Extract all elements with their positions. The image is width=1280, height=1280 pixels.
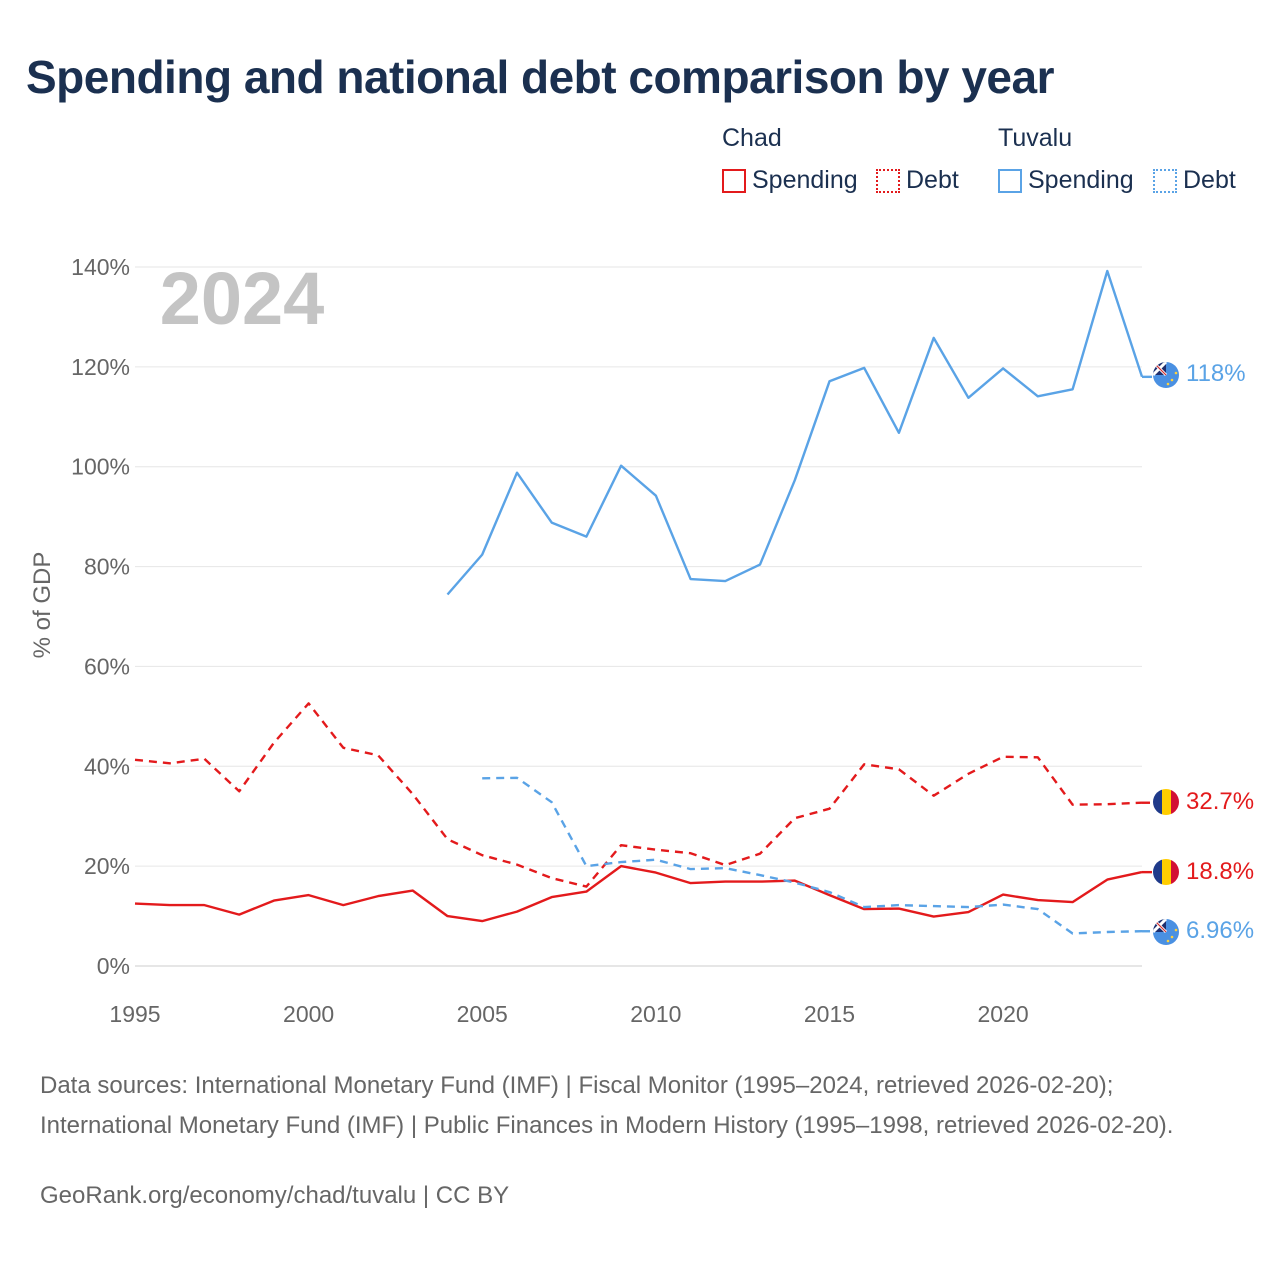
x-tick-label: 2010 [630, 1001, 681, 1027]
end-label-tuvalu-debt: 6.96% [1186, 917, 1254, 944]
end-label-chad-spending: 18.8% [1186, 858, 1254, 885]
x-tick-label: 2005 [457, 1001, 508, 1027]
legend-swatch-dotted-icon [876, 168, 900, 193]
series-line-chad-spending[interactable] [134, 864, 1143, 923]
x-axis: 1995 2000 2005 2010 2015 2020 [109, 1001, 1028, 1027]
end-label-tuvalu-spending: 118% [1186, 360, 1246, 387]
year-watermark: 2024 [160, 257, 325, 340]
y-tick-label: 120% [71, 354, 130, 380]
y-axis-label: % of GDP [29, 552, 56, 659]
legend-group-chad: Chad [722, 124, 782, 152]
legend-label: Debt [1183, 166, 1236, 194]
source-url[interactable]: GeoRank.org/economy/chad/tuvalu | CC BY [40, 1182, 510, 1209]
legend-chad-spending[interactable]: Spending [722, 166, 858, 195]
chad-flag-icon [1153, 859, 1179, 885]
y-tick-label: 60% [84, 653, 130, 679]
end-label-chad-debt: 32.7% [1186, 788, 1254, 815]
legend-group-tuvalu: Tuvalu [998, 124, 1073, 152]
legend-tuvalu-debt[interactable]: Debt [1153, 166, 1236, 195]
legend-swatch-solid-icon [722, 168, 746, 193]
y-tick-label: 100% [71, 454, 130, 480]
y-tick-label: 40% [84, 753, 130, 779]
legend-label: Debt [906, 166, 959, 194]
grid-lines [135, 266, 1142, 967]
legend-swatch-solid-icon [998, 168, 1022, 193]
legend-label: Spending [752, 166, 858, 194]
chart-title: Spending and national debt comparison by… [26, 51, 1055, 103]
series-lines [134, 269, 1152, 935]
tuvalu-flag-icon [1153, 362, 1179, 388]
x-tick-label: 1995 [109, 1001, 160, 1027]
legend-chad-debt[interactable]: Debt [876, 166, 959, 195]
legend-tuvalu-spending[interactable]: Spending [998, 166, 1134, 195]
y-tick-label: 140% [71, 254, 130, 280]
series-line-chad-debt[interactable] [134, 702, 1143, 888]
legend-label: Spending [1028, 166, 1134, 194]
tuvalu-flag-icon [1153, 919, 1179, 945]
y-tick-label: 20% [84, 853, 130, 879]
x-tick-label: 2020 [978, 1001, 1029, 1027]
y-axis: 0% 20% 40% 60% 80% 100% 120% 140% [71, 254, 130, 979]
legend-swatch-dotted-icon [1153, 168, 1177, 193]
y-tick-label: 0% [97, 953, 130, 979]
series-line-tuvalu-spending[interactable] [446, 269, 1144, 596]
x-tick-label: 2015 [804, 1001, 855, 1027]
series-line-tuvalu-debt[interactable] [482, 776, 1143, 935]
line-chart: 0% 20% 40% 60% 80% 100% 120% 140% 1995 2000 2005 2… [29, 254, 1254, 1027]
chad-flag-icon [1153, 789, 1179, 815]
data-sources: Data sources: International Monetary Fun… [40, 1072, 1174, 1139]
x-tick-label: 2000 [283, 1001, 334, 1027]
y-tick-label: 80% [84, 554, 130, 580]
